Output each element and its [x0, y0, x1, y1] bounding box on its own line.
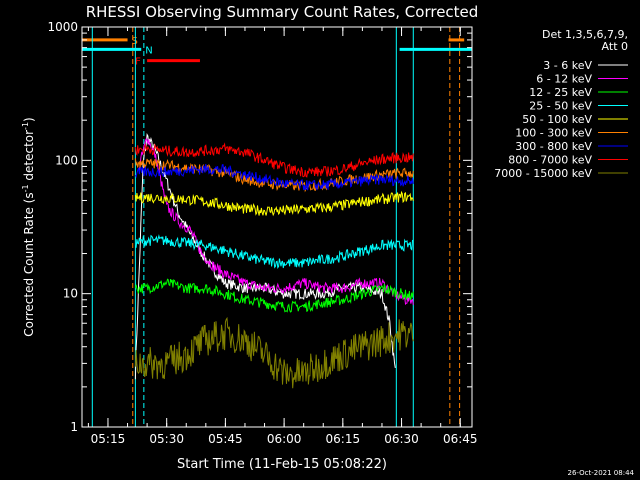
legend-header-attenuator: Att 0: [602, 40, 628, 53]
legend-label: 6 - 12 keV: [536, 73, 592, 86]
flag-bars: SNF: [82, 36, 472, 68]
x-tick-label: 06:45: [443, 432, 478, 446]
legend-label: 50 - 100 keV: [522, 113, 592, 126]
legend-label: 100 - 300 keV: [515, 127, 592, 140]
legend-label: 800 - 7000 keV: [508, 154, 592, 167]
x-tick-label: 06:30: [384, 432, 419, 446]
y-axis-label: Corrected Count Rate (s-1 detector-1): [21, 117, 36, 336]
series-line: [134, 142, 414, 178]
series-line: [134, 234, 414, 270]
series-line: [134, 163, 414, 191]
series-line: [134, 132, 396, 380]
series-line: [134, 190, 414, 217]
series-line: [138, 137, 414, 306]
x-tick-label: 05:45: [208, 432, 243, 446]
chart-title: RHESSI Observing Summary Count Rates, Co…: [86, 3, 479, 21]
flag-label: S: [132, 36, 138, 47]
y-tick-label: 1000: [47, 20, 78, 34]
series-lines: [134, 132, 414, 389]
x-tick-label: 05:30: [149, 432, 184, 446]
legend-label: 300 - 800 keV: [515, 140, 592, 153]
generation-timestamp: 26-Oct-2021 08:44: [568, 469, 635, 477]
x-tick-label: 06:15: [326, 432, 361, 446]
y-tick-label: 10: [63, 287, 78, 301]
legend-label: 25 - 50 keV: [529, 100, 592, 113]
y-tick-label: 100: [55, 153, 78, 167]
flag-label: F: [135, 57, 141, 68]
x-axis-ticks: 05:15 05:30 05:45 06:00 06:15 06:30 06:45: [87, 27, 478, 446]
series-line: [134, 316, 414, 389]
y-axis-ticks: 1 10 100 1000: [47, 20, 472, 434]
legend-label: 3 - 6 keV: [543, 59, 592, 72]
series-line: [134, 278, 414, 313]
x-tick-label: 06:00: [267, 432, 302, 446]
x-tick-label: 05:15: [91, 432, 126, 446]
plot-frame: [81, 26, 473, 428]
legend-label: 12 - 25 keV: [529, 86, 592, 99]
flag-label: N: [145, 45, 152, 56]
legend-header-detectors: Det 1,3,5,6,7,9,: [542, 28, 628, 41]
x-axis-label: Start Time (11-Feb-15 05:08:22): [177, 457, 387, 472]
y-tick-label: 1: [70, 420, 78, 434]
legend-label: 7000 - 15000 keV: [494, 167, 592, 180]
